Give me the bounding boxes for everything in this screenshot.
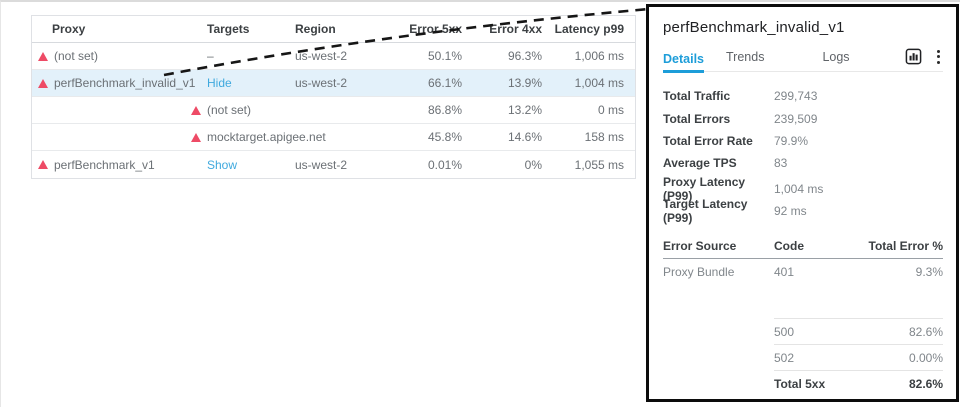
column-header-error-4xx: Error 4xx xyxy=(489,22,542,36)
column-header-code: Code xyxy=(774,239,804,254)
proxy-name: (not set) xyxy=(54,49,99,63)
region-value: us-west-2 xyxy=(295,157,348,172)
error-4xx-value: 0% xyxy=(524,157,542,172)
proxy-cell: (not set) xyxy=(32,49,207,63)
stat-row: Target Latency (P99) 92 ms xyxy=(663,197,943,225)
column-header-error-source: Error Source xyxy=(663,239,737,254)
latency-p99-value: 1,055 ms xyxy=(574,157,624,172)
proxy-name: perfBenchmark_invalid_v1 xyxy=(54,76,196,90)
proxy-row[interactable]: perfBenchmark_invalid_v1 Hide us-west-2 6… xyxy=(32,70,635,97)
alert-triangle-icon xyxy=(191,105,201,115)
stat-value: 239,509 xyxy=(774,111,818,126)
latency-p99-value: 0 ms xyxy=(597,103,624,117)
stat-value: 83 xyxy=(774,156,788,171)
targets-toggle-link[interactable]: Show xyxy=(207,157,238,172)
error-5xx-value: 45.8% xyxy=(427,130,462,144)
error-5xx-value: 66.1% xyxy=(427,76,462,90)
error-4xx-value: 96.3% xyxy=(507,49,542,63)
error-source-value: Proxy Bundle xyxy=(663,265,735,280)
alert-triangle-icon xyxy=(38,160,48,169)
total-5xx-row: Total 5xx 82.6% xyxy=(774,370,943,396)
stat-value: 79.9% xyxy=(774,133,809,148)
error-code-summary: 500 82.6% 502 0.00% Total 5xx 82.6% xyxy=(663,318,943,396)
detail-panel: perfBenchmark_invalid_v1 Details Trends … xyxy=(646,4,959,402)
tab-actions xyxy=(905,48,943,71)
code-pct-value: 82.6% xyxy=(908,324,943,339)
bar-chart-icon[interactable] xyxy=(905,48,922,65)
column-header-region: Region xyxy=(295,22,336,36)
stat-label: Total Error Rate xyxy=(663,133,753,148)
tab-bar: Details Trends Logs xyxy=(663,48,943,73)
latency-p99-value: 1,004 ms xyxy=(574,76,624,90)
column-header-targets: Targets xyxy=(207,22,250,36)
kebab-menu-icon[interactable] xyxy=(934,49,943,64)
stat-row: Average TPS 83 xyxy=(663,152,943,174)
tab-logs[interactable]: Logs xyxy=(822,50,850,64)
latency-p99-value: 1,006 ms xyxy=(574,49,624,63)
error-code-row: 500 82.6% xyxy=(774,318,943,344)
tab-trends[interactable]: Trends xyxy=(726,50,765,64)
stat-label: Total Traffic xyxy=(663,89,731,104)
targets-toggle-link[interactable]: Hide xyxy=(207,76,232,90)
stat-row: Total Error Rate 79.9% xyxy=(663,130,943,152)
stat-value: 299,743 xyxy=(774,89,818,104)
error-source-row: Proxy Bundle 401 9.3% xyxy=(663,259,943,285)
target-cell: (not set) xyxy=(191,103,383,117)
error-4xx-value: 13.9% xyxy=(507,76,542,90)
panel-title: perfBenchmark_invalid_v1 xyxy=(663,19,845,36)
column-header-error-5xx: Error 5xx xyxy=(409,22,462,36)
column-header-proxy: Proxy xyxy=(52,22,86,36)
target-name: (not set) xyxy=(207,103,252,117)
table-body: (not set) – us-west-2 50.1% 96.3% 1,006 m… xyxy=(32,43,635,178)
error-5xx-value: 86.8% xyxy=(427,103,462,117)
column-header-latency-p99: Latency p99 xyxy=(554,22,624,36)
error-4xx-value: 13.2% xyxy=(507,103,542,117)
total-5xx-label: Total 5xx xyxy=(774,376,826,391)
stat-label: Target Latency (P99) xyxy=(663,196,748,225)
stat-row: Proxy Latency (P99) 1,004 ms xyxy=(663,175,943,203)
error-table-header: Error Source Code Total Error % xyxy=(663,239,943,260)
stat-value: 92 ms xyxy=(774,203,807,218)
proxy-cell: perfBenchmark_invalid_v1 xyxy=(32,76,207,90)
latency-p99-value: 158 ms xyxy=(584,130,624,144)
target-row[interactable]: mocktarget.apigee.net 45.8% 14.6% 158 ms xyxy=(32,124,635,151)
region-value: us-west-2 xyxy=(295,76,348,90)
total-5xx-value: 82.6% xyxy=(908,376,943,391)
column-header-total-error-pct: Total Error % xyxy=(868,239,943,254)
code-pct-value: 0.00% xyxy=(908,350,943,365)
code-value: 500 xyxy=(774,324,795,339)
target-row[interactable]: (not set) 86.8% 13.2% 0 ms xyxy=(32,97,635,124)
error-5xx-value: 50.1% xyxy=(427,49,462,63)
error-4xx-value: 14.6% xyxy=(507,130,542,144)
stat-value: 1,004 ms xyxy=(774,181,824,196)
proxy-table: Proxy Targets Region Error 5xx Error 4xx… xyxy=(31,15,636,179)
alert-triangle-icon xyxy=(38,51,48,61)
proxy-cell: perfBenchmark_v1 xyxy=(32,158,207,172)
stat-label: Total Errors xyxy=(663,111,731,126)
target-name: mocktarget.apigee.net xyxy=(207,130,326,144)
stat-label: Proxy Latency (P99) xyxy=(663,174,746,203)
stat-label: Average TPS xyxy=(663,156,737,171)
table-header: Proxy Targets Region Error 5xx Error 4xx… xyxy=(32,16,635,43)
targets-value: – xyxy=(207,49,214,63)
stat-row: Total Traffic 299,743 xyxy=(663,85,943,107)
proxy-name: perfBenchmark_v1 xyxy=(54,157,155,172)
alert-triangle-icon xyxy=(191,132,201,142)
error-pct-value: 9.3% xyxy=(915,265,943,280)
stat-row: Total Errors 239,509 xyxy=(663,107,943,129)
target-cell: mocktarget.apigee.net xyxy=(191,130,383,144)
code-value: 502 xyxy=(774,350,795,365)
tab-details[interactable]: Details xyxy=(663,52,704,73)
error-code-value: 401 xyxy=(774,265,795,280)
error-5xx-value: 0.01% xyxy=(427,157,462,172)
alert-triangle-icon xyxy=(38,78,48,88)
proxy-row[interactable]: perfBenchmark_v1 Show us-west-2 0.01% 0% … xyxy=(32,151,635,178)
region-value: us-west-2 xyxy=(295,49,348,63)
error-code-row: 502 0.00% xyxy=(774,344,943,370)
stats-list: Total Traffic 299,743 Total Errors 239,50… xyxy=(663,85,943,225)
proxy-row[interactable]: (not set) – us-west-2 50.1% 96.3% 1,006 m… xyxy=(32,43,635,70)
